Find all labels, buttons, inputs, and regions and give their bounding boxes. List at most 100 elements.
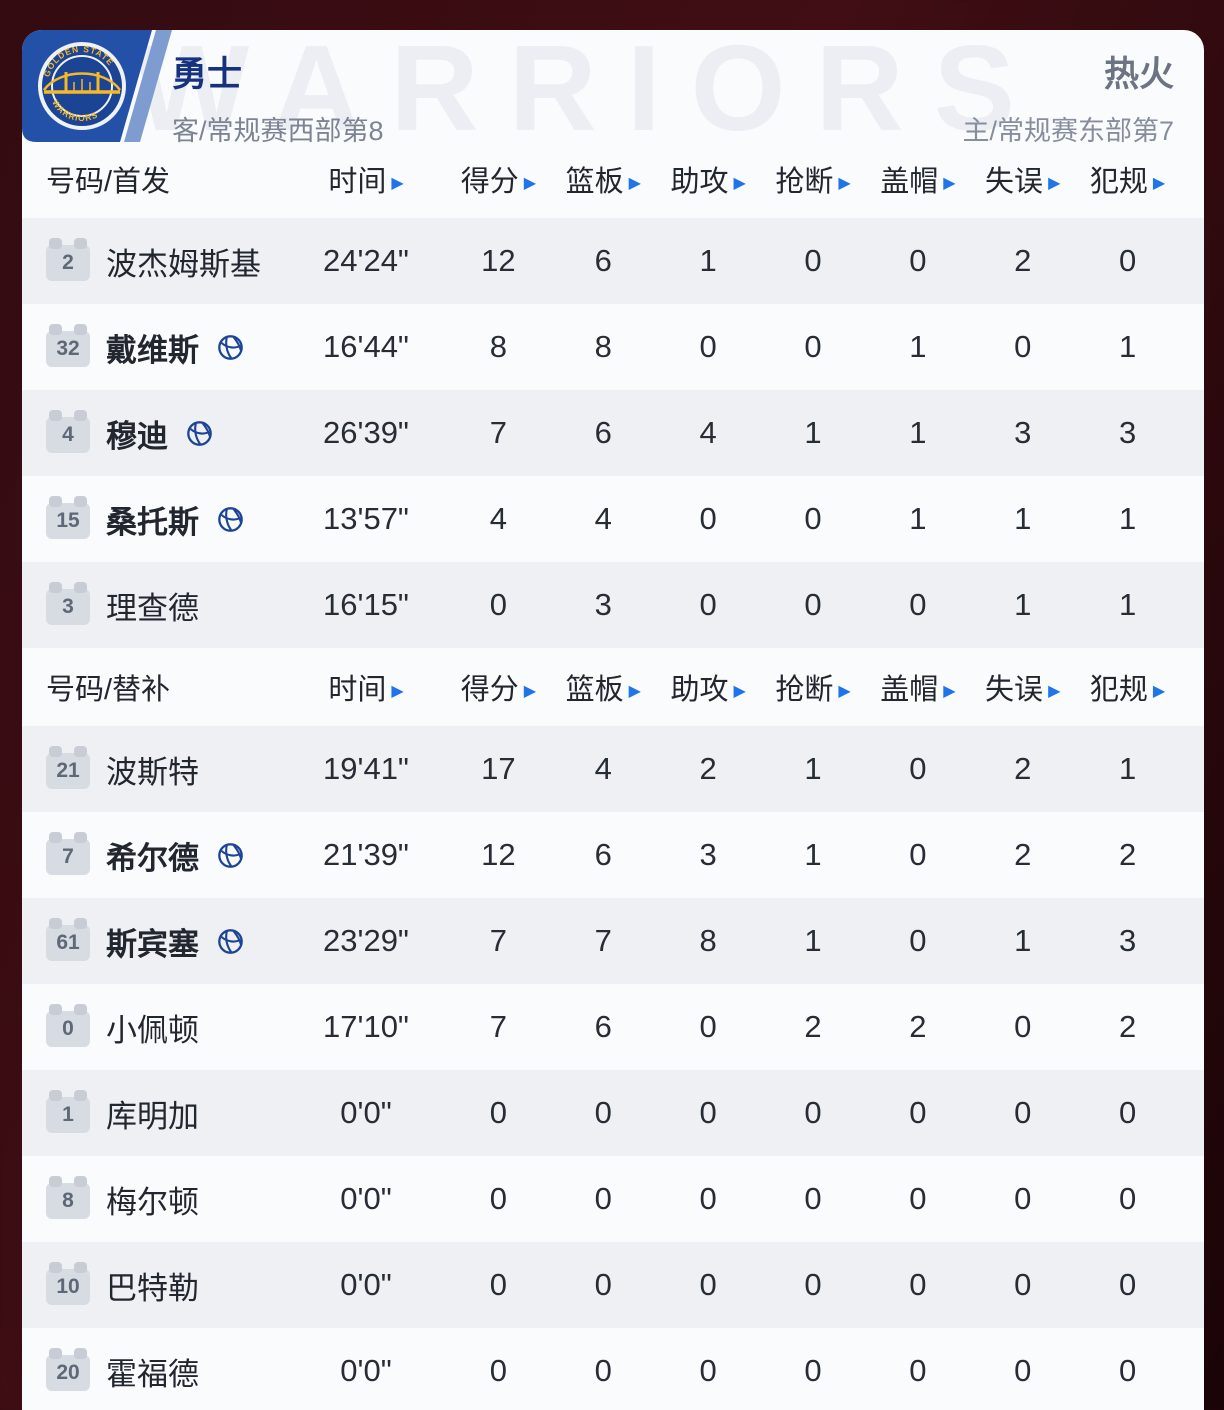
player-row[interactable]: 20 霍福德 0'0" 0 0 0 0 0 0 0: [22, 1328, 1204, 1410]
column-header-label: 得分: [460, 166, 519, 198]
section-label: 号码/替补: [46, 674, 171, 706]
jersey-icon: 61: [46, 918, 90, 961]
stat-value: 0: [1118, 1181, 1137, 1216]
jersey-number: 15: [56, 509, 80, 532]
jersey-icon: 10: [46, 1262, 90, 1305]
stat-time: 19'41": [323, 751, 409, 786]
stat-value: 2: [1118, 837, 1137, 872]
basketball-icon: [217, 842, 244, 869]
stat-value: 0: [1118, 1353, 1137, 1388]
stat-time: 0'0": [340, 1267, 392, 1302]
jersey-number: 1: [62, 1103, 74, 1126]
player-cell: 3 理查德: [46, 582, 286, 628]
stat-value: 2: [1014, 243, 1032, 278]
stat-value: 4: [594, 751, 612, 786]
basketball-icon: [186, 420, 213, 447]
sort-column-header[interactable]: 时间 ▶: [286, 666, 446, 708]
sort-column-header[interactable]: 篮板 ▶: [551, 158, 656, 200]
stat-value: 6: [594, 243, 612, 278]
sort-column-header[interactable]: 抢断 ▶: [761, 158, 866, 200]
player-name: 理查德: [106, 590, 199, 626]
stat-value: 0: [804, 329, 822, 364]
player-cell: 2 波杰姆斯基: [46, 238, 286, 284]
sort-column-header[interactable]: 助攻 ▶: [656, 158, 761, 200]
stat-value: 7: [594, 923, 612, 958]
sort-column-header[interactable]: 犯规 ▶: [1075, 158, 1180, 200]
player-stats-table: 号码/首发 时间 ▶ 得分 ▶ 篮板 ▶ 助攻 ▶ 抢断 ▶ 盖帽 ▶ 失误 ▶ 犯规 ▶ 2 波杰姆斯基 2…: [22, 140, 1204, 1410]
away-team-detail: 客/常规赛西部第8: [172, 116, 384, 146]
stat-time: 13'57": [323, 501, 409, 536]
stat-value: 0: [699, 329, 717, 364]
column-header-label: 篮板: [565, 674, 624, 706]
player-row[interactable]: 8 梅尔顿 0'0" 0 0 0 0 0 0 0: [22, 1156, 1204, 1242]
player-row[interactable]: 32 戴维斯 16'44" 8 8 0 0 1 0 1: [22, 304, 1204, 390]
sort-column-header[interactable]: 盖帽 ▶: [865, 158, 970, 200]
stat-value: 0: [489, 1181, 508, 1216]
player-name: 桑托斯: [106, 504, 199, 540]
column-header-label: 助攻: [670, 674, 729, 706]
sort-column-header[interactable]: 盖帽 ▶: [865, 666, 970, 708]
jersey-number: 61: [56, 931, 80, 954]
sort-arrow-icon: ▶: [1152, 175, 1166, 192]
player-name: 霍福德: [106, 1356, 199, 1392]
jersey-icon: 2: [46, 238, 90, 281]
player-row[interactable]: 1 库明加 0'0" 0 0 0 0 0 0 0: [22, 1070, 1204, 1156]
stat-time: 0'0": [340, 1181, 392, 1216]
stat-value: 0: [909, 587, 927, 622]
player-row[interactable]: 15 桑托斯 13'57" 4 4 0 0 1 1 1: [22, 476, 1204, 562]
column-header-label: 失误: [985, 166, 1044, 198]
player-cell: 0 小佩顿: [46, 1004, 286, 1050]
sort-arrow-icon: ▶: [733, 175, 746, 192]
stat-value: 0: [804, 587, 822, 622]
sort-column-header[interactable]: 得分 ▶: [446, 158, 551, 200]
stat-value: 3: [699, 837, 717, 872]
column-header-label: 失误: [985, 674, 1044, 706]
player-row[interactable]: 10 巴特勒 0'0" 0 0 0 0 0 0 0: [22, 1242, 1204, 1328]
jersey-number: 3: [62, 595, 74, 618]
player-row[interactable]: 21 波斯特 19'41" 17 4 2 1 0 2 1: [22, 726, 1204, 812]
section-label: 号码/首发: [46, 166, 171, 198]
stats-header-row: 号码/替补 时间 ▶ 得分 ▶ 篮板 ▶ 助攻 ▶ 抢断 ▶ 盖帽 ▶ 失误 ▶ 犯规 ▶: [22, 648, 1204, 726]
player-row[interactable]: 61 斯宾塞 23'29" 7 7 8 1 0 1 3: [22, 898, 1204, 984]
player-row[interactable]: 3 理查德 16'15" 0 3 0 0 0 1 1: [22, 562, 1204, 648]
player-row[interactable]: 7 希尔德 21'39" 12 6 3 1 0 2 2: [22, 812, 1204, 898]
tab-home-team[interactable]: 热火 主/常规赛东部第7: [962, 46, 1174, 148]
stat-value: 7: [489, 1009, 508, 1044]
column-header-label: 助攻: [670, 166, 729, 198]
player-name: 斯宾塞: [106, 926, 199, 962]
stat-value: 0: [1014, 1267, 1032, 1302]
stat-value: 0: [909, 1353, 927, 1388]
sort-column-header[interactable]: 得分 ▶: [446, 666, 551, 708]
column-header-label: 抢断: [775, 674, 834, 706]
sort-column-header[interactable]: 犯规 ▶: [1075, 666, 1180, 708]
stat-value: 1: [909, 415, 927, 450]
jersey-icon: 8: [46, 1176, 90, 1219]
stat-time: 0'0": [340, 1095, 392, 1130]
jersey-number: 10: [56, 1275, 80, 1298]
stat-value: 1: [804, 923, 822, 958]
sort-column-header[interactable]: 失误 ▶: [970, 158, 1075, 200]
sort-column-header[interactable]: 失误 ▶: [970, 666, 1075, 708]
player-row[interactable]: 2 波杰姆斯基 24'24" 12 6 1 0 0 2 0: [22, 218, 1204, 304]
player-cell: 32 戴维斯: [46, 324, 286, 370]
stat-value: 2: [804, 1009, 822, 1044]
stat-value: 0: [699, 1267, 717, 1302]
sort-arrow-icon: ▶: [523, 683, 537, 700]
player-row[interactable]: 4 穆迪 26'39" 7 6 4 1 1 3 3: [22, 390, 1204, 476]
stat-value: 3: [1014, 415, 1032, 450]
stat-value: 3: [1118, 415, 1137, 450]
stat-value: 0: [804, 1267, 822, 1302]
sort-column-header[interactable]: 篮板 ▶: [551, 666, 656, 708]
sort-arrow-icon: ▶: [943, 683, 956, 700]
stat-value: 0: [804, 1181, 822, 1216]
stat-value: 1: [1118, 329, 1137, 364]
team-header: WARRIORS GOLDEN STATE WARRIORS: [22, 30, 1204, 156]
tab-away-team[interactable]: 勇士 客/常规赛西部第8: [172, 46, 384, 148]
sort-column-header[interactable]: 抢断 ▶: [761, 666, 866, 708]
player-row[interactable]: 0 小佩顿 17'10" 7 6 0 2 2 0 2: [22, 984, 1204, 1070]
stat-value: 1: [909, 501, 927, 536]
sort-column-header[interactable]: 时间 ▶: [286, 158, 446, 200]
sort-arrow-icon: ▶: [1048, 683, 1061, 700]
jersey-number: 0: [62, 1017, 74, 1040]
sort-column-header[interactable]: 助攻 ▶: [656, 666, 761, 708]
